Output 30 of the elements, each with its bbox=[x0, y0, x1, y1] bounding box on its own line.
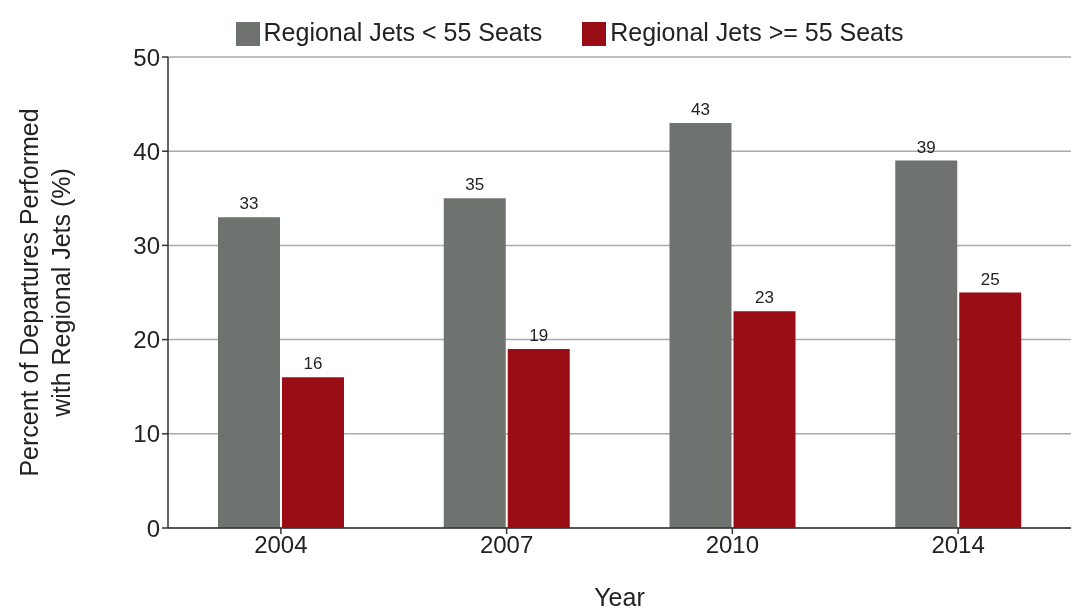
y-tick-label: 20 bbox=[133, 326, 160, 354]
data-label: 43 bbox=[691, 99, 710, 119]
x-tick-label: 2014 bbox=[931, 531, 985, 559]
bar bbox=[895, 160, 958, 528]
data-label: 23 bbox=[755, 288, 774, 308]
bar bbox=[443, 198, 506, 528]
bar bbox=[733, 311, 796, 528]
y-tick-label: 0 bbox=[146, 514, 160, 542]
bar bbox=[959, 292, 1022, 528]
data-label: 19 bbox=[529, 326, 549, 346]
x-tick-label: 2004 bbox=[254, 531, 308, 559]
legend-label: Regional Jets >= 55 Seats bbox=[610, 18, 904, 46]
y-axis-title: Percent of Departures Performed with Regional Jets (%) bbox=[15, 108, 75, 477]
bar bbox=[507, 349, 570, 528]
data-label: 33 bbox=[239, 194, 259, 214]
y-tick-label: 30 bbox=[133, 231, 160, 259]
data-label: 25 bbox=[980, 269, 1000, 289]
legend-label: Regional Jets < 55 Seats bbox=[263, 18, 543, 46]
y-tick-label: 40 bbox=[133, 137, 160, 165]
data-label: 39 bbox=[916, 137, 936, 157]
y-tick-label: 50 bbox=[133, 43, 160, 71]
bar bbox=[218, 217, 280, 528]
bar bbox=[282, 377, 344, 528]
y-tick-label: 10 bbox=[133, 420, 160, 448]
x-axis-title: Year bbox=[594, 583, 645, 611]
data-label: 16 bbox=[303, 354, 323, 374]
x-tick-label: 2007 bbox=[479, 531, 534, 559]
data-label: 35 bbox=[465, 175, 485, 195]
x-tick-label: 2010 bbox=[705, 531, 760, 559]
bar bbox=[669, 122, 732, 528]
